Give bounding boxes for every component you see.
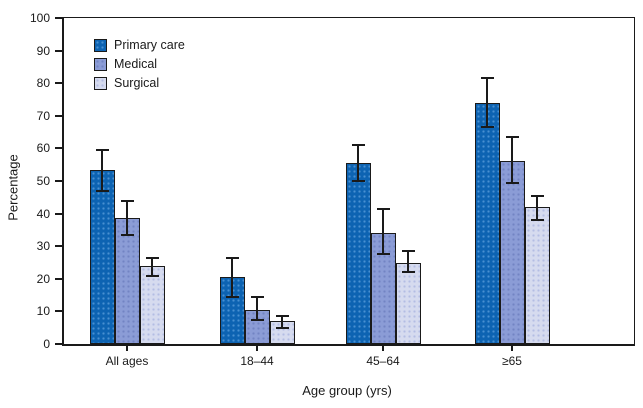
x-tick bbox=[256, 344, 258, 351]
error-bar-cap-top bbox=[530, 194, 544, 197]
y-tick-label: 0 bbox=[43, 337, 50, 351]
error-bar-cap-bottom bbox=[480, 126, 494, 129]
error-bar-cap-top bbox=[225, 256, 239, 259]
y-tick bbox=[55, 147, 62, 150]
error-bar-cap-bottom bbox=[250, 318, 264, 321]
y-tick bbox=[55, 49, 62, 52]
y-tick bbox=[55, 277, 62, 280]
error-bar-cap-bottom bbox=[225, 295, 239, 298]
plot-area: Primary care Medical Surgical 0 10 20 30 40 50 6… bbox=[30, 11, 635, 368]
y-tick-label: 40 bbox=[36, 206, 50, 221]
error-bar-cap-top bbox=[505, 135, 519, 138]
error-bar-primary-care-all-ages bbox=[101, 150, 103, 191]
error-bar-medical-65 bbox=[511, 136, 513, 183]
y-tick-label: 10 bbox=[36, 304, 50, 319]
y-tick-label: 20 bbox=[36, 271, 50, 286]
y-tick bbox=[55, 310, 62, 313]
error-bar-cap-top bbox=[95, 149, 109, 152]
y-tick-label: 100 bbox=[29, 11, 50, 25]
error-bar-cap-bottom bbox=[145, 274, 159, 277]
x-tick bbox=[382, 344, 384, 351]
error-bar-cap-top bbox=[275, 315, 289, 318]
error-bar-primary-care-18-44 bbox=[231, 257, 233, 297]
error-bar-surgical-45-64 bbox=[407, 251, 409, 273]
error-bar-cap-top bbox=[401, 250, 415, 253]
error-bar-cap-bottom bbox=[120, 233, 134, 236]
error-bar-cap-top bbox=[480, 77, 494, 80]
y-tick-label: 70 bbox=[36, 108, 50, 123]
legend-swatch-medical bbox=[94, 57, 107, 71]
x-tick bbox=[511, 344, 513, 351]
error-bar-medical-all-ages bbox=[126, 200, 128, 235]
legend-swatch-primary-care bbox=[94, 38, 107, 52]
x-axis-title: Age group (yrs) bbox=[302, 383, 392, 398]
error-bar-cap-bottom bbox=[275, 326, 289, 329]
y-tick-label: 50 bbox=[36, 174, 50, 188]
legend-item-medical: Medical bbox=[94, 57, 185, 71]
bar-primary-care-45-64 bbox=[345, 163, 371, 344]
error-bar-cap-top bbox=[250, 295, 264, 298]
legend-label: Surgical bbox=[114, 76, 160, 90]
bar-surgical-45-64 bbox=[395, 262, 421, 344]
bar-surgical-all-ages bbox=[139, 265, 165, 344]
legend-item-primary-care: Primary care bbox=[94, 38, 185, 52]
x-category-label: 18–44 bbox=[240, 354, 274, 368]
legend: Primary care Medical Surgical bbox=[94, 38, 185, 90]
bar-primary-care-all-ages bbox=[89, 169, 115, 344]
y-tick-label: 90 bbox=[36, 43, 50, 58]
error-bar-surgical-18-44 bbox=[281, 316, 283, 328]
x-category-label: All ages bbox=[105, 354, 149, 368]
bar-medical-45-64 bbox=[370, 233, 396, 344]
x-category-label: ≥65 bbox=[502, 354, 522, 368]
y-tick-label: 30 bbox=[36, 239, 50, 254]
bar-surgical-65 bbox=[524, 207, 550, 344]
error-bar-surgical-all-ages bbox=[151, 257, 153, 276]
error-bar-surgical-65 bbox=[536, 195, 538, 221]
y-tick bbox=[55, 180, 62, 182]
y-tick bbox=[55, 114, 62, 117]
error-bar-cap-bottom bbox=[530, 219, 544, 222]
error-bar-cap-bottom bbox=[95, 189, 109, 192]
error-bar-cap-top bbox=[376, 207, 390, 210]
x-tick bbox=[126, 344, 128, 351]
error-bar-cap-bottom bbox=[351, 180, 365, 182]
y-tick-label: 80 bbox=[36, 76, 50, 91]
legend-label: Medical bbox=[114, 57, 158, 71]
legend-item-surgical: Surgical bbox=[94, 76, 185, 90]
y-tick bbox=[55, 82, 62, 85]
bar-medical-65 bbox=[499, 161, 525, 344]
y-tick bbox=[55, 17, 62, 19]
error-bar-cap-top bbox=[351, 144, 365, 147]
x-category-label: 45–64 bbox=[366, 354, 400, 368]
error-bar-cap-bottom bbox=[505, 181, 519, 184]
y-tick bbox=[55, 212, 62, 215]
y-tick-label: 60 bbox=[36, 141, 50, 156]
legend-swatch-surgical bbox=[94, 76, 107, 90]
bar-primary-care-65 bbox=[474, 102, 500, 344]
legend-label: Primary care bbox=[114, 38, 185, 52]
y-tick bbox=[55, 343, 62, 345]
error-bar-primary-care-65 bbox=[486, 78, 488, 128]
error-bar-primary-care-45-64 bbox=[357, 145, 359, 181]
y-tick bbox=[55, 245, 62, 248]
error-bar-medical-18-44 bbox=[256, 296, 258, 320]
error-bar-medical-45-64 bbox=[382, 208, 384, 255]
error-bar-cap-top bbox=[120, 199, 134, 202]
error-bar-cap-top bbox=[145, 256, 159, 259]
bar-medical-all-ages bbox=[114, 218, 140, 344]
error-bar-cap-bottom bbox=[401, 271, 415, 274]
error-bar-cap-bottom bbox=[376, 253, 390, 256]
